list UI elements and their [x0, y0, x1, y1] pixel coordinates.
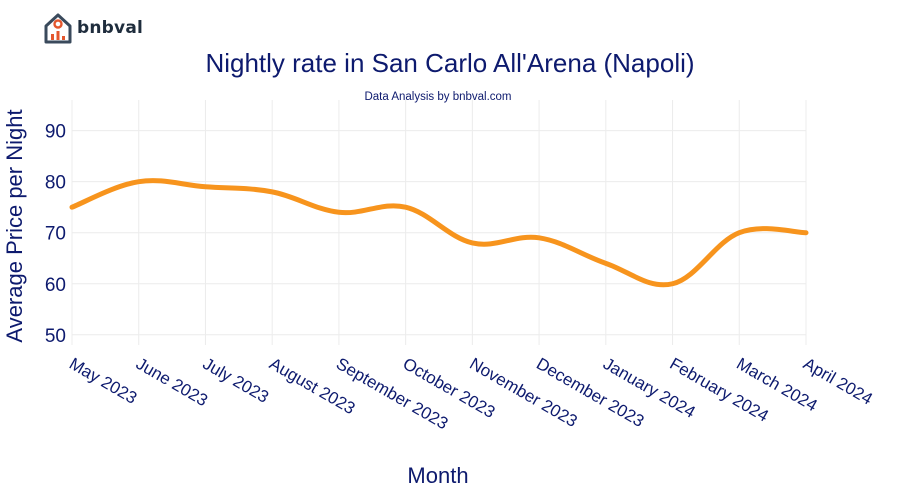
y-tick-label: 80: [45, 173, 66, 194]
chart-title: Nightly rate in San Carlo All'Arena (Nap…: [205, 48, 694, 78]
chart-subtitle: Data Analysis by bnbval.com: [364, 91, 511, 103]
y-tick-label: 90: [45, 122, 66, 143]
grid-layer: [71, 100, 807, 345]
x-axis-label: Month: [407, 463, 468, 488]
brand-name: bnbval: [77, 18, 144, 38]
x-tick-label: September 2023: [333, 354, 451, 433]
x-tick-label: June 2023: [133, 354, 211, 410]
series-line: [69, 178, 809, 288]
y-tick-label: 70: [45, 224, 66, 245]
series-layer: [69, 178, 809, 288]
house-chart-icon: [44, 13, 72, 44]
y-tick-label: 50: [45, 326, 66, 347]
y-tick-label: 60: [45, 275, 66, 296]
y-axis-label: Average Price per Night: [2, 109, 27, 342]
x-tick-label: July 2023: [199, 354, 272, 407]
brand-logo: bnbval: [42, 12, 143, 44]
x-tick-label: May 2023: [66, 354, 140, 408]
